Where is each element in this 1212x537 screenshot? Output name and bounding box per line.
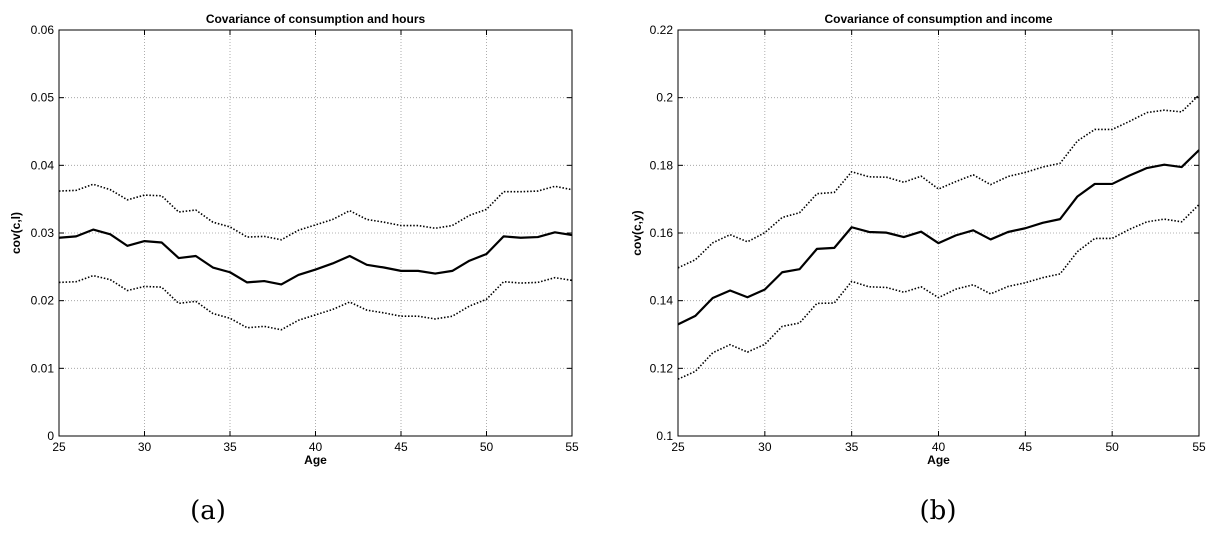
- series-line-band-2: [58, 274, 573, 331]
- y-tick-label: 0.01: [31, 361, 55, 375]
- y-axis-label: cov(c,y): [630, 210, 644, 255]
- y-tick-label: 0.22: [650, 23, 674, 37]
- x-tick-label: 45: [394, 440, 408, 454]
- chart-a: 25 30 35 40 45 50 55 0 0.01 0.02 0.03 0.04 0.05 0.06 C…: [9, 12, 579, 467]
- y-tick-label: 0.1: [656, 429, 673, 443]
- series-line-band-2: [677, 204, 1200, 380]
- series-line-main: [677, 149, 1200, 326]
- x-tick-label: 25: [52, 440, 66, 454]
- x-tick-label: 40: [932, 440, 946, 454]
- y-tick-label: 0.18: [650, 158, 674, 172]
- chart-title: Covariance of consumption and hours: [206, 12, 426, 26]
- y-tick-label: 0.2: [656, 91, 673, 105]
- y-tick-label: 0.12: [650, 361, 674, 375]
- x-tick-label: 30: [138, 440, 152, 454]
- y-tick-label: 0: [47, 429, 54, 443]
- x-tick-label: 35: [223, 440, 237, 454]
- x-tick-label: 55: [1192, 440, 1206, 454]
- x-tick-label: 30: [758, 440, 772, 454]
- x-tick-label: 35: [845, 440, 859, 454]
- y-tick-label: 0.03: [31, 226, 55, 240]
- y-tick-label: 0.04: [31, 158, 55, 172]
- x-tick-label: 55: [565, 440, 579, 454]
- x-tick-label: 40: [309, 440, 323, 454]
- series-line-band-1: [677, 94, 1200, 269]
- chart-b: 25 30 35 40 45 50 55 0.1 0.12 0.14 0.16 0.18 0.2 0.22…: [630, 12, 1206, 467]
- caption-b: (b): [919, 496, 957, 526]
- chart-title: Covariance of consumption and income: [824, 12, 1052, 26]
- x-tick-label: 50: [1105, 440, 1119, 454]
- y-tick-label: 0.14: [650, 294, 674, 308]
- y-tick-label: 0.06: [31, 23, 55, 37]
- x-axis-label: Age: [927, 453, 950, 467]
- y-axis-label: cov(c,l): [9, 212, 23, 254]
- y-tick-label: 0.05: [31, 91, 55, 105]
- chart-panel-a: 25 30 35 40 45 50 55 0 0.01 0.02 0.03 0.04 0.05 0.06 C…: [9, 12, 579, 526]
- x-axis-label: Age: [304, 453, 327, 467]
- chart-panel-b: 25 30 35 40 45 50 55 0.1 0.12 0.14 0.16 0.18 0.2 0.22…: [606, 0, 1212, 537]
- x-tick-label: 50: [480, 440, 494, 454]
- series-line-main: [58, 228, 573, 286]
- y-tick-label: 0.16: [650, 226, 674, 240]
- caption-a: (a): [190, 496, 226, 526]
- x-tick-label: 25: [671, 440, 685, 454]
- x-tick-label: 45: [1019, 440, 1033, 454]
- y-tick-label: 0.02: [31, 294, 55, 308]
